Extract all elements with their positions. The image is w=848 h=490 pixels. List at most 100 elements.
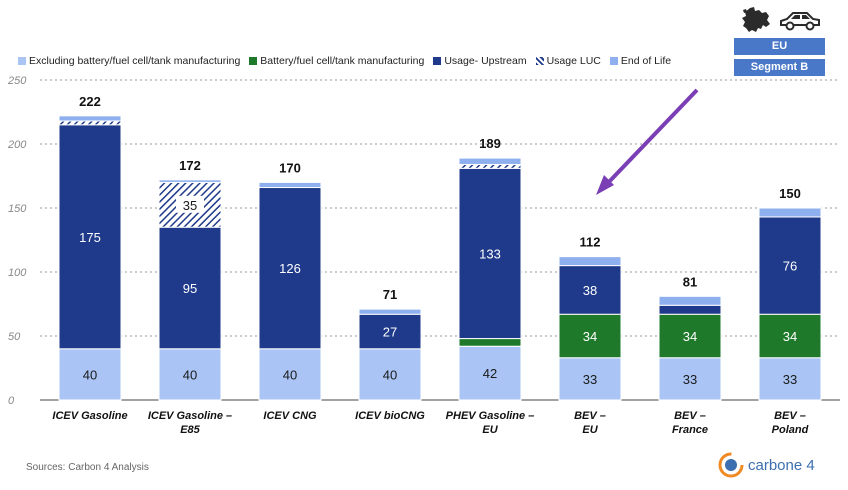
bar-segment-luc [58,120,122,126]
segment-value-label: 126 [279,261,301,276]
bar-segment-excluding [358,348,422,401]
segment-value-label: 40 [83,367,97,382]
segment-value-label: 76 [783,259,797,274]
bars [58,115,822,401]
category-label: Poland [772,424,809,436]
segment-value-label: 33 [583,372,597,387]
segment-value-label: 35 [183,198,197,213]
category-label: PHEV Gasoline – [446,410,535,422]
segment-value-label: 27 [383,325,397,340]
segment-badge: Segment B [734,59,825,76]
category-label: ICEV Gasoline [52,410,127,422]
segment-value-label: 38 [583,283,597,298]
bar-segment-excluding [558,357,622,401]
category-label: BEV – [674,410,706,422]
legend-swatch-excluding [18,57,26,65]
bar-total-label: 222 [79,94,101,109]
segment-value-label: 34 [683,329,697,344]
bar-total-label: 150 [779,186,801,201]
legend-item-excluding: Excluding battery/fuel cell/tank manufac… [18,55,240,67]
bar-total-label: 71 [383,287,397,302]
segment-value-label: 33 [783,372,797,387]
bar-segment-battery [758,313,822,359]
bar-segment-eol [458,157,522,165]
bar-total-label: 81 [683,274,697,289]
bar-segment-luc [458,163,522,169]
bar-segment-luc [158,181,222,228]
category-label: ICEV CNG [263,410,317,422]
bar-segment-eol [358,308,422,315]
bar-segment-eol [758,207,822,218]
bar-segment-upstream [658,304,722,315]
bar-segment-eol [58,115,122,122]
legend-swatch-luc [535,57,544,65]
legend-label-luc: Usage LUC [546,55,601,67]
bar-total-label: 189 [479,136,501,151]
y-tick-label: 0 [8,395,15,407]
arrow-head [596,175,614,195]
category-label: EU [582,424,598,436]
bar-total-label: 112 [580,235,601,250]
segment-value-label: 40 [283,367,297,382]
luc-label-bg [176,195,204,213]
arrow-shaft [604,88,699,187]
segment-value-label: 34 [783,329,797,344]
legend-item-battery: Battery/fuel cell/tank manufacturing [249,55,424,67]
legend-label-excluding: Excluding battery/fuel cell/tank manufac… [29,55,241,67]
y-tick-label: 250 [7,75,27,87]
legend-item-luc: Usage LUC [535,55,601,67]
category-label: ICEV bioCNG [355,410,425,422]
bar-segment-upstream [58,124,122,350]
bar-segment-battery [658,313,722,359]
bar-segment-eol [258,181,322,189]
category-label: BEV – [574,410,606,422]
bar-segment-upstream [358,313,422,350]
segment-value-label: 133 [479,246,501,261]
category-label: BEV – [774,410,806,422]
bar-segment-battery [458,338,522,347]
legend-item-upstream: Usage- Upstream [433,55,527,67]
segment-value-label: 33 [683,372,697,387]
bar-segment-excluding [158,348,222,401]
bar-segment-eol [658,295,722,306]
bar-segment-eol [158,179,222,183]
segment-value-label: 42 [483,366,497,381]
bar-labels: 40 175 222 ICEV Gasoline 40 95 35 172 ICEV Gasol… [52,94,808,436]
segment-value-label: 34 [583,329,597,344]
legend-label-eol: End of Life [620,55,672,67]
legend-label-upstream: Usage- Upstream [444,55,527,67]
legend: Excluding battery/fuel cell/tank manufac… [18,55,671,67]
legend-swatch-upstream [433,57,442,65]
logo-text: carbone 4 [748,456,815,474]
category-label: France [672,424,708,436]
segment-value-label: 95 [183,281,197,296]
bar-segment-battery [558,313,622,359]
segment-value-label: 40 [183,367,197,382]
bar-segment-upstream [258,187,322,350]
bar-segment-excluding [258,348,322,401]
region-badge: EU [734,38,825,55]
sources-note: Sources: Carbon 4 Analysis [26,462,149,473]
y-tick-label: 150 [8,203,27,215]
bar-segment-upstream [558,265,622,315]
bar-segment-excluding [58,348,122,401]
bar-total-label: 172 [179,158,201,173]
y-tick-label: 100 [8,267,27,279]
bar-segment-excluding [758,357,822,401]
legend-swatch-battery [249,57,258,65]
category-label: E85 [180,424,200,436]
annotation-arrow [596,88,699,195]
legend-item-eol: End of Life [609,55,672,67]
y-tick-label: 50 [8,331,21,343]
category-label: ICEV Gasoline – [148,410,232,422]
bar-segment-eol [558,256,622,267]
bar-segment-upstream [158,226,222,350]
segment-value-label: 40 [383,367,397,382]
bar-segment-excluding [458,345,522,401]
bar-total-label: 170 [279,160,301,175]
europe-map-icon [742,7,770,32]
legend-label-battery: Battery/fuel cell/tank manufacturing [260,55,425,67]
carbone4-logo: carbone 4 [718,452,815,478]
segment-value-label: 175 [79,230,101,245]
